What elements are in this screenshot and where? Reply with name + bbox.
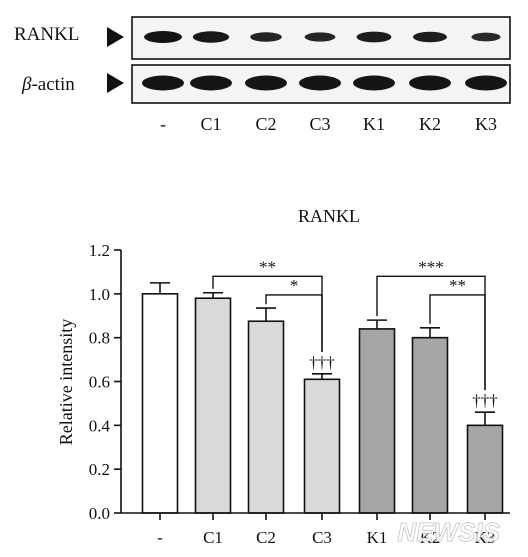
band-beta-actin-4: [353, 75, 395, 91]
y-tick-label: 1.0: [89, 285, 110, 304]
chart-title: RANKL: [298, 206, 360, 226]
blot-label-rankl: RANKL: [14, 24, 79, 45]
band-rankl-0: [144, 31, 182, 43]
significance-label-2: ***: [418, 257, 444, 276]
dagger-label-0: †††: [309, 353, 335, 372]
lane-label-1: C1: [200, 114, 221, 134]
y-axis-label: Relative intensity: [56, 319, 76, 445]
bar-1: [194, 297, 232, 514]
lane-label-5: K2: [419, 114, 441, 134]
x-tick-label-3: C3: [312, 528, 332, 547]
dagger-label-1: †††: [472, 391, 498, 410]
band-row-beta-actin: [142, 75, 507, 91]
x-axis: - C1 C2 C3 K1 K2 K3: [121, 512, 510, 547]
error-bars: [150, 282, 495, 426]
band-rankl-6: [471, 32, 501, 42]
band-beta-actin-5: [409, 75, 451, 91]
band-rankl-2: [250, 32, 282, 42]
y-tick-label: 0.0: [89, 504, 110, 523]
western-blot: RANKL β-actin - C1 C2 C3 K1 K2 K3: [14, 16, 511, 134]
bar-2: [247, 320, 285, 514]
arrow-icon: [107, 27, 124, 47]
band-beta-actin-1: [190, 75, 232, 91]
lane-label-0: -: [160, 114, 166, 134]
bar-4: [358, 328, 396, 514]
bar-5: [411, 336, 449, 514]
band-beta-actin-2: [245, 75, 287, 91]
band-beta-actin-6: [465, 75, 507, 91]
bar-6: [466, 424, 504, 514]
x-tick-label-5: K2: [420, 528, 441, 547]
lane-label-4: K1: [363, 114, 385, 134]
band-beta-actin-3: [299, 75, 341, 91]
bar-chart: RANKL Relative intensity 0.0 0.2 0.4 0.6 0.8…: [56, 206, 510, 547]
arrow-icon: [107, 73, 124, 93]
significance-brackets: ********: [212, 257, 486, 391]
lane-label-2: C2: [255, 114, 276, 134]
bar-3: [303, 378, 341, 514]
bar-0: [141, 293, 179, 514]
y-tick-label: 1.2: [89, 241, 110, 260]
significance-bracket-3: [429, 294, 486, 391]
x-tick-label-1: C1: [203, 528, 223, 547]
bars: [141, 293, 504, 514]
lane-labels: - C1 C2 C3 K1 K2 K3: [160, 114, 497, 134]
band-row-rankl: [144, 31, 501, 43]
significance-label-0: **: [259, 257, 276, 276]
significance-label-3: **: [449, 276, 466, 295]
y-axis: 0.0 0.2 0.4 0.6 0.8 1.0 1.2: [89, 241, 122, 523]
band-rankl-3: [304, 32, 336, 42]
band-rankl-1: [192, 31, 230, 43]
lane-label-6: K3: [475, 114, 497, 134]
x-tick-label-6: K3: [475, 528, 496, 547]
lane-label-3: C3: [309, 114, 330, 134]
dagger-marks: ††† †††: [309, 353, 498, 410]
band-rankl-5: [413, 31, 447, 43]
x-tick-label-2: C2: [256, 528, 276, 547]
watermark: NEWSIS: [397, 517, 500, 547]
x-tick-label-4: K1: [367, 528, 388, 547]
y-tick-label: 0.6: [89, 373, 110, 392]
significance-label-1: *: [290, 276, 299, 295]
x-tick-label-0: -: [157, 528, 163, 547]
blot-label-beta-actin: β-actin: [21, 74, 75, 95]
band-rankl-4: [356, 31, 392, 43]
y-tick-label: 0.8: [89, 329, 110, 348]
y-tick-label: 0.2: [89, 460, 110, 479]
significance-bracket-1: [265, 294, 323, 352]
band-beta-actin-0: [142, 75, 184, 91]
y-tick-label: 0.4: [89, 416, 111, 435]
